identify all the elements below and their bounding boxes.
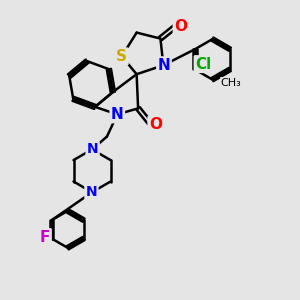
Text: CH₃: CH₃	[221, 77, 242, 88]
Text: F: F	[40, 230, 50, 244]
Text: Cl: Cl	[195, 57, 211, 72]
Text: N: N	[111, 107, 124, 122]
Text: O: O	[149, 117, 162, 132]
Text: N: N	[158, 58, 170, 73]
Text: N: N	[85, 185, 97, 199]
Text: N: N	[87, 142, 98, 156]
Text: O: O	[174, 19, 187, 34]
Text: S: S	[116, 49, 127, 64]
